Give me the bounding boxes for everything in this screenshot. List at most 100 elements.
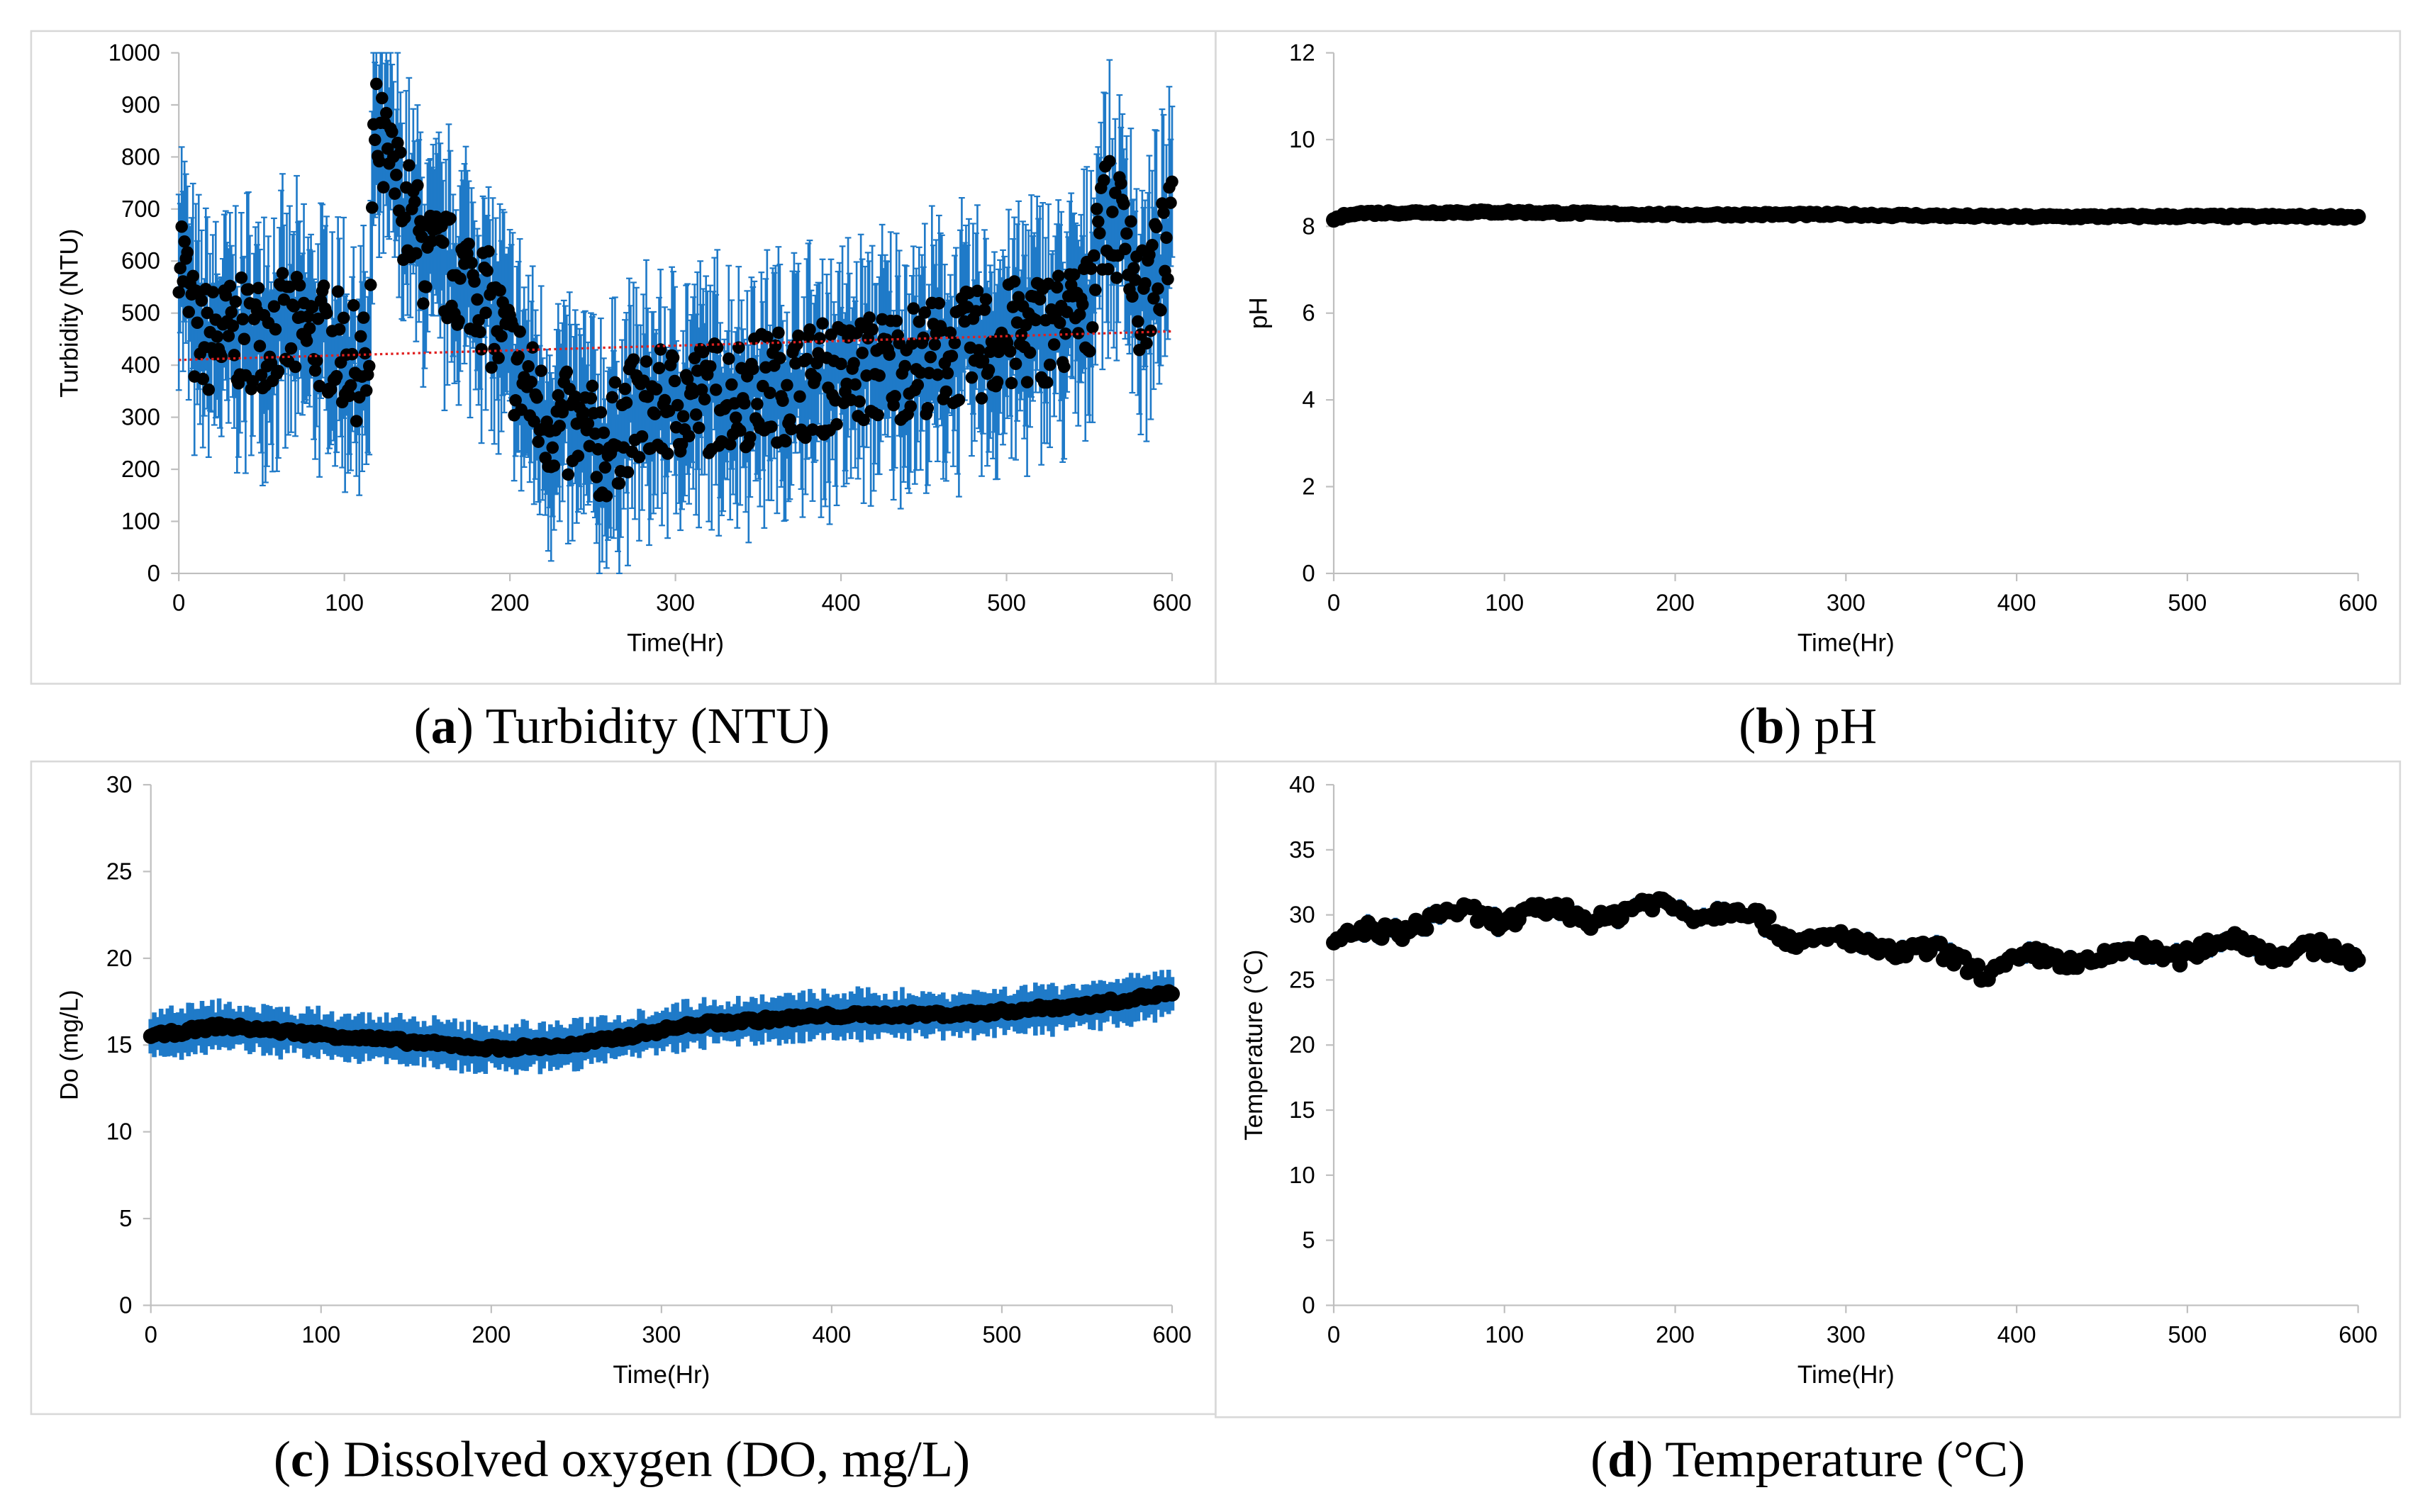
data-point [918, 306, 932, 319]
y-tick-label: 12 [1289, 39, 1315, 65]
y-tick-label: 200 [121, 456, 160, 482]
data-point [744, 431, 757, 444]
data-point [586, 379, 599, 393]
data-point [911, 379, 925, 391]
data-point [416, 230, 428, 243]
data-point [1139, 276, 1152, 290]
data-point [462, 237, 475, 250]
y-tick-label: 15 [106, 1031, 133, 1058]
x-tick-label: 100 [325, 590, 364, 616]
data-point [1043, 358, 1057, 371]
data-point [907, 302, 920, 315]
data-point [1040, 376, 1054, 389]
data-point [991, 375, 1004, 388]
data-point [272, 364, 285, 378]
data-point [174, 262, 186, 274]
data-point [530, 391, 543, 404]
data-point [971, 284, 984, 298]
data-point [606, 391, 619, 404]
data-point [632, 451, 646, 464]
data-point [372, 155, 386, 168]
data-point [866, 323, 879, 336]
data-point [310, 354, 323, 367]
data-point [540, 415, 554, 428]
data-point [810, 357, 823, 370]
data-point [468, 275, 481, 288]
data-point [1143, 248, 1156, 262]
data-point [890, 314, 903, 327]
data-point [380, 106, 393, 120]
data-point [175, 220, 188, 233]
chart-frame [1215, 760, 2402, 1418]
chart-caption: (b) pH [1739, 698, 1877, 754]
data-point [765, 420, 778, 433]
y-tick-label: 400 [121, 352, 160, 378]
x-tick-label: 400 [822, 590, 861, 616]
data-point [512, 349, 525, 363]
data-point [627, 353, 640, 366]
data-point [368, 133, 381, 147]
data-point [905, 337, 919, 350]
data-point [1117, 197, 1130, 211]
data-point [1103, 155, 1116, 168]
x-axis-label: Time(Hr) [1797, 1361, 1895, 1389]
y-axis-label: pH [1245, 297, 1273, 329]
data-point [320, 307, 333, 320]
data-point [398, 211, 411, 225]
data-point [618, 382, 632, 396]
data-point [242, 283, 255, 296]
y-axis-label: Turbidity (NTU) [56, 229, 84, 398]
data-point [546, 441, 559, 454]
data-point [303, 322, 316, 335]
data-point [1050, 281, 1064, 294]
data-point [317, 279, 330, 292]
data-point [492, 352, 505, 364]
data-point [857, 413, 870, 427]
chart-caption: (c) Dissolved oxygen (DO, mg/L) [274, 1431, 970, 1488]
data-point [1088, 249, 1100, 262]
data-point [306, 301, 319, 314]
data-point [948, 337, 961, 349]
data-point [698, 393, 711, 405]
data-point [532, 435, 545, 448]
y-tick-label: 0 [119, 1292, 132, 1318]
y-tick-label: 6 [1302, 300, 1315, 326]
data-point [873, 369, 886, 382]
data-point [1129, 274, 1142, 286]
y-tick-label: 100 [121, 508, 160, 534]
data-point [965, 371, 979, 384]
data-point [1009, 357, 1022, 371]
data-point [485, 361, 498, 374]
x-tick-label: 400 [812, 1321, 851, 1348]
data-point [620, 396, 633, 409]
data-point [1076, 298, 1089, 311]
data-point [1067, 268, 1081, 281]
x-tick-label: 300 [642, 1321, 681, 1348]
data-point [191, 316, 204, 329]
data-point [267, 300, 281, 313]
data-point [365, 201, 379, 214]
data-point [2350, 208, 2366, 225]
data-point [1120, 227, 1133, 240]
y-tick-label: 5 [119, 1205, 132, 1231]
data-point [201, 306, 214, 320]
x-tick-label: 200 [1656, 590, 1695, 616]
data-point [581, 417, 595, 430]
x-tick-label: 100 [301, 1321, 340, 1348]
data-point [255, 369, 268, 381]
data-point [779, 435, 792, 448]
data-point [229, 295, 242, 308]
data-point [904, 400, 918, 413]
x-tick-label: 500 [2168, 1321, 2207, 1348]
y-tick-label: 25 [106, 858, 133, 884]
data-point [913, 315, 926, 328]
data-point [676, 410, 690, 423]
data-point [1559, 897, 1575, 913]
data-point [525, 376, 537, 388]
data-points [143, 984, 1180, 1058]
data-point [710, 341, 724, 354]
data-point [1161, 272, 1174, 286]
data-point [547, 459, 561, 472]
x-axis-label: Time(Hr) [1797, 629, 1895, 657]
trendline [179, 330, 1173, 362]
